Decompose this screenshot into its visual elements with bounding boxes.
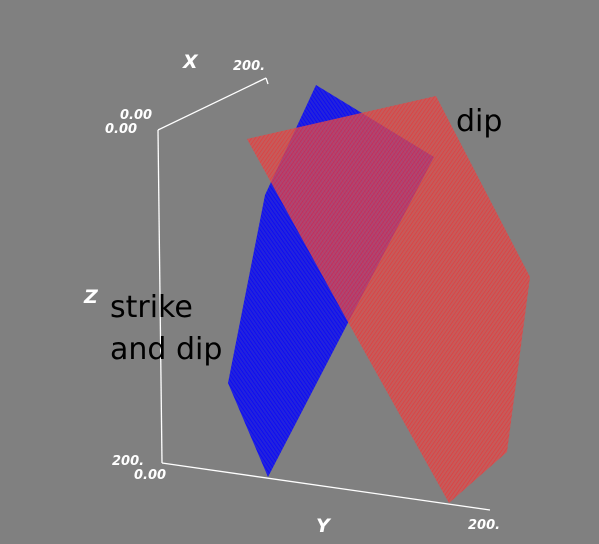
z-axis-label: Z [84,286,98,308]
x-axis-min-label: 0.00 [120,108,153,123]
strike-and-dip-label-line2: and dip [110,332,223,367]
x-axis-end-tick [265,77,269,85]
strike-and-dip-label: strike and dip [110,287,222,371]
z-axis-min-label: 0.00 [105,122,138,137]
x-axis-max-label: 200. [233,59,266,74]
y-axis-min-label: 0.00 [134,468,167,483]
dip-plane-label: dip [456,104,503,139]
z-axis-line [157,129,163,464]
z-axis-max-label: 200. [112,454,145,469]
y-axis-line [161,462,491,511]
axes-frame [157,77,491,511]
x-axis-line [157,77,267,131]
dip-plane [247,96,530,503]
strike-and-dip-label-line1: strike [110,290,193,325]
y-axis-label: Y [316,515,330,537]
y-axis-max-label: 200. [468,518,501,533]
x-axis-label: X [183,51,198,73]
